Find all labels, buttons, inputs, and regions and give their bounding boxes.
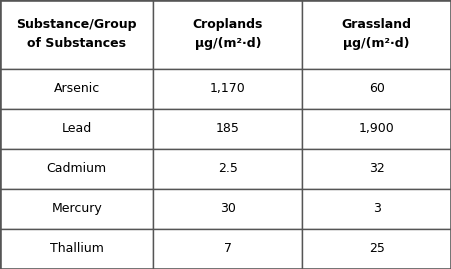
Bar bbox=[153, 109, 302, 149]
Bar bbox=[0, 0, 153, 69]
Bar bbox=[153, 229, 302, 269]
Bar bbox=[153, 69, 302, 109]
Text: Croplands
μg/(m²·d): Croplands μg/(m²·d) bbox=[193, 18, 263, 50]
Text: Mercury: Mercury bbox=[51, 202, 102, 215]
Text: Arsenic: Arsenic bbox=[54, 82, 100, 95]
Text: 2.5: 2.5 bbox=[218, 162, 238, 175]
Bar bbox=[153, 149, 302, 189]
Bar bbox=[302, 0, 451, 69]
Text: Grassland
μg/(m²·d): Grassland μg/(m²·d) bbox=[341, 18, 412, 50]
Text: 7: 7 bbox=[224, 242, 232, 256]
Text: Thallium: Thallium bbox=[50, 242, 104, 256]
Text: 1,170: 1,170 bbox=[210, 82, 246, 95]
Bar bbox=[153, 189, 302, 229]
Bar bbox=[0, 109, 153, 149]
Text: 25: 25 bbox=[368, 242, 385, 256]
Bar bbox=[302, 229, 451, 269]
Text: 60: 60 bbox=[368, 82, 385, 95]
Bar bbox=[0, 69, 153, 109]
Bar bbox=[0, 149, 153, 189]
Bar bbox=[0, 229, 153, 269]
Text: 3: 3 bbox=[373, 202, 381, 215]
Bar bbox=[302, 149, 451, 189]
Text: Substance/Group
of Substances: Substance/Group of Substances bbox=[16, 18, 137, 50]
Bar bbox=[0, 189, 153, 229]
Bar bbox=[153, 0, 302, 69]
Text: 32: 32 bbox=[369, 162, 384, 175]
Text: 30: 30 bbox=[220, 202, 236, 215]
Bar bbox=[302, 109, 451, 149]
Bar bbox=[302, 69, 451, 109]
Text: 1,900: 1,900 bbox=[359, 122, 395, 135]
Text: Lead: Lead bbox=[61, 122, 92, 135]
Text: 185: 185 bbox=[216, 122, 239, 135]
Bar bbox=[302, 189, 451, 229]
Text: Cadmium: Cadmium bbox=[46, 162, 107, 175]
